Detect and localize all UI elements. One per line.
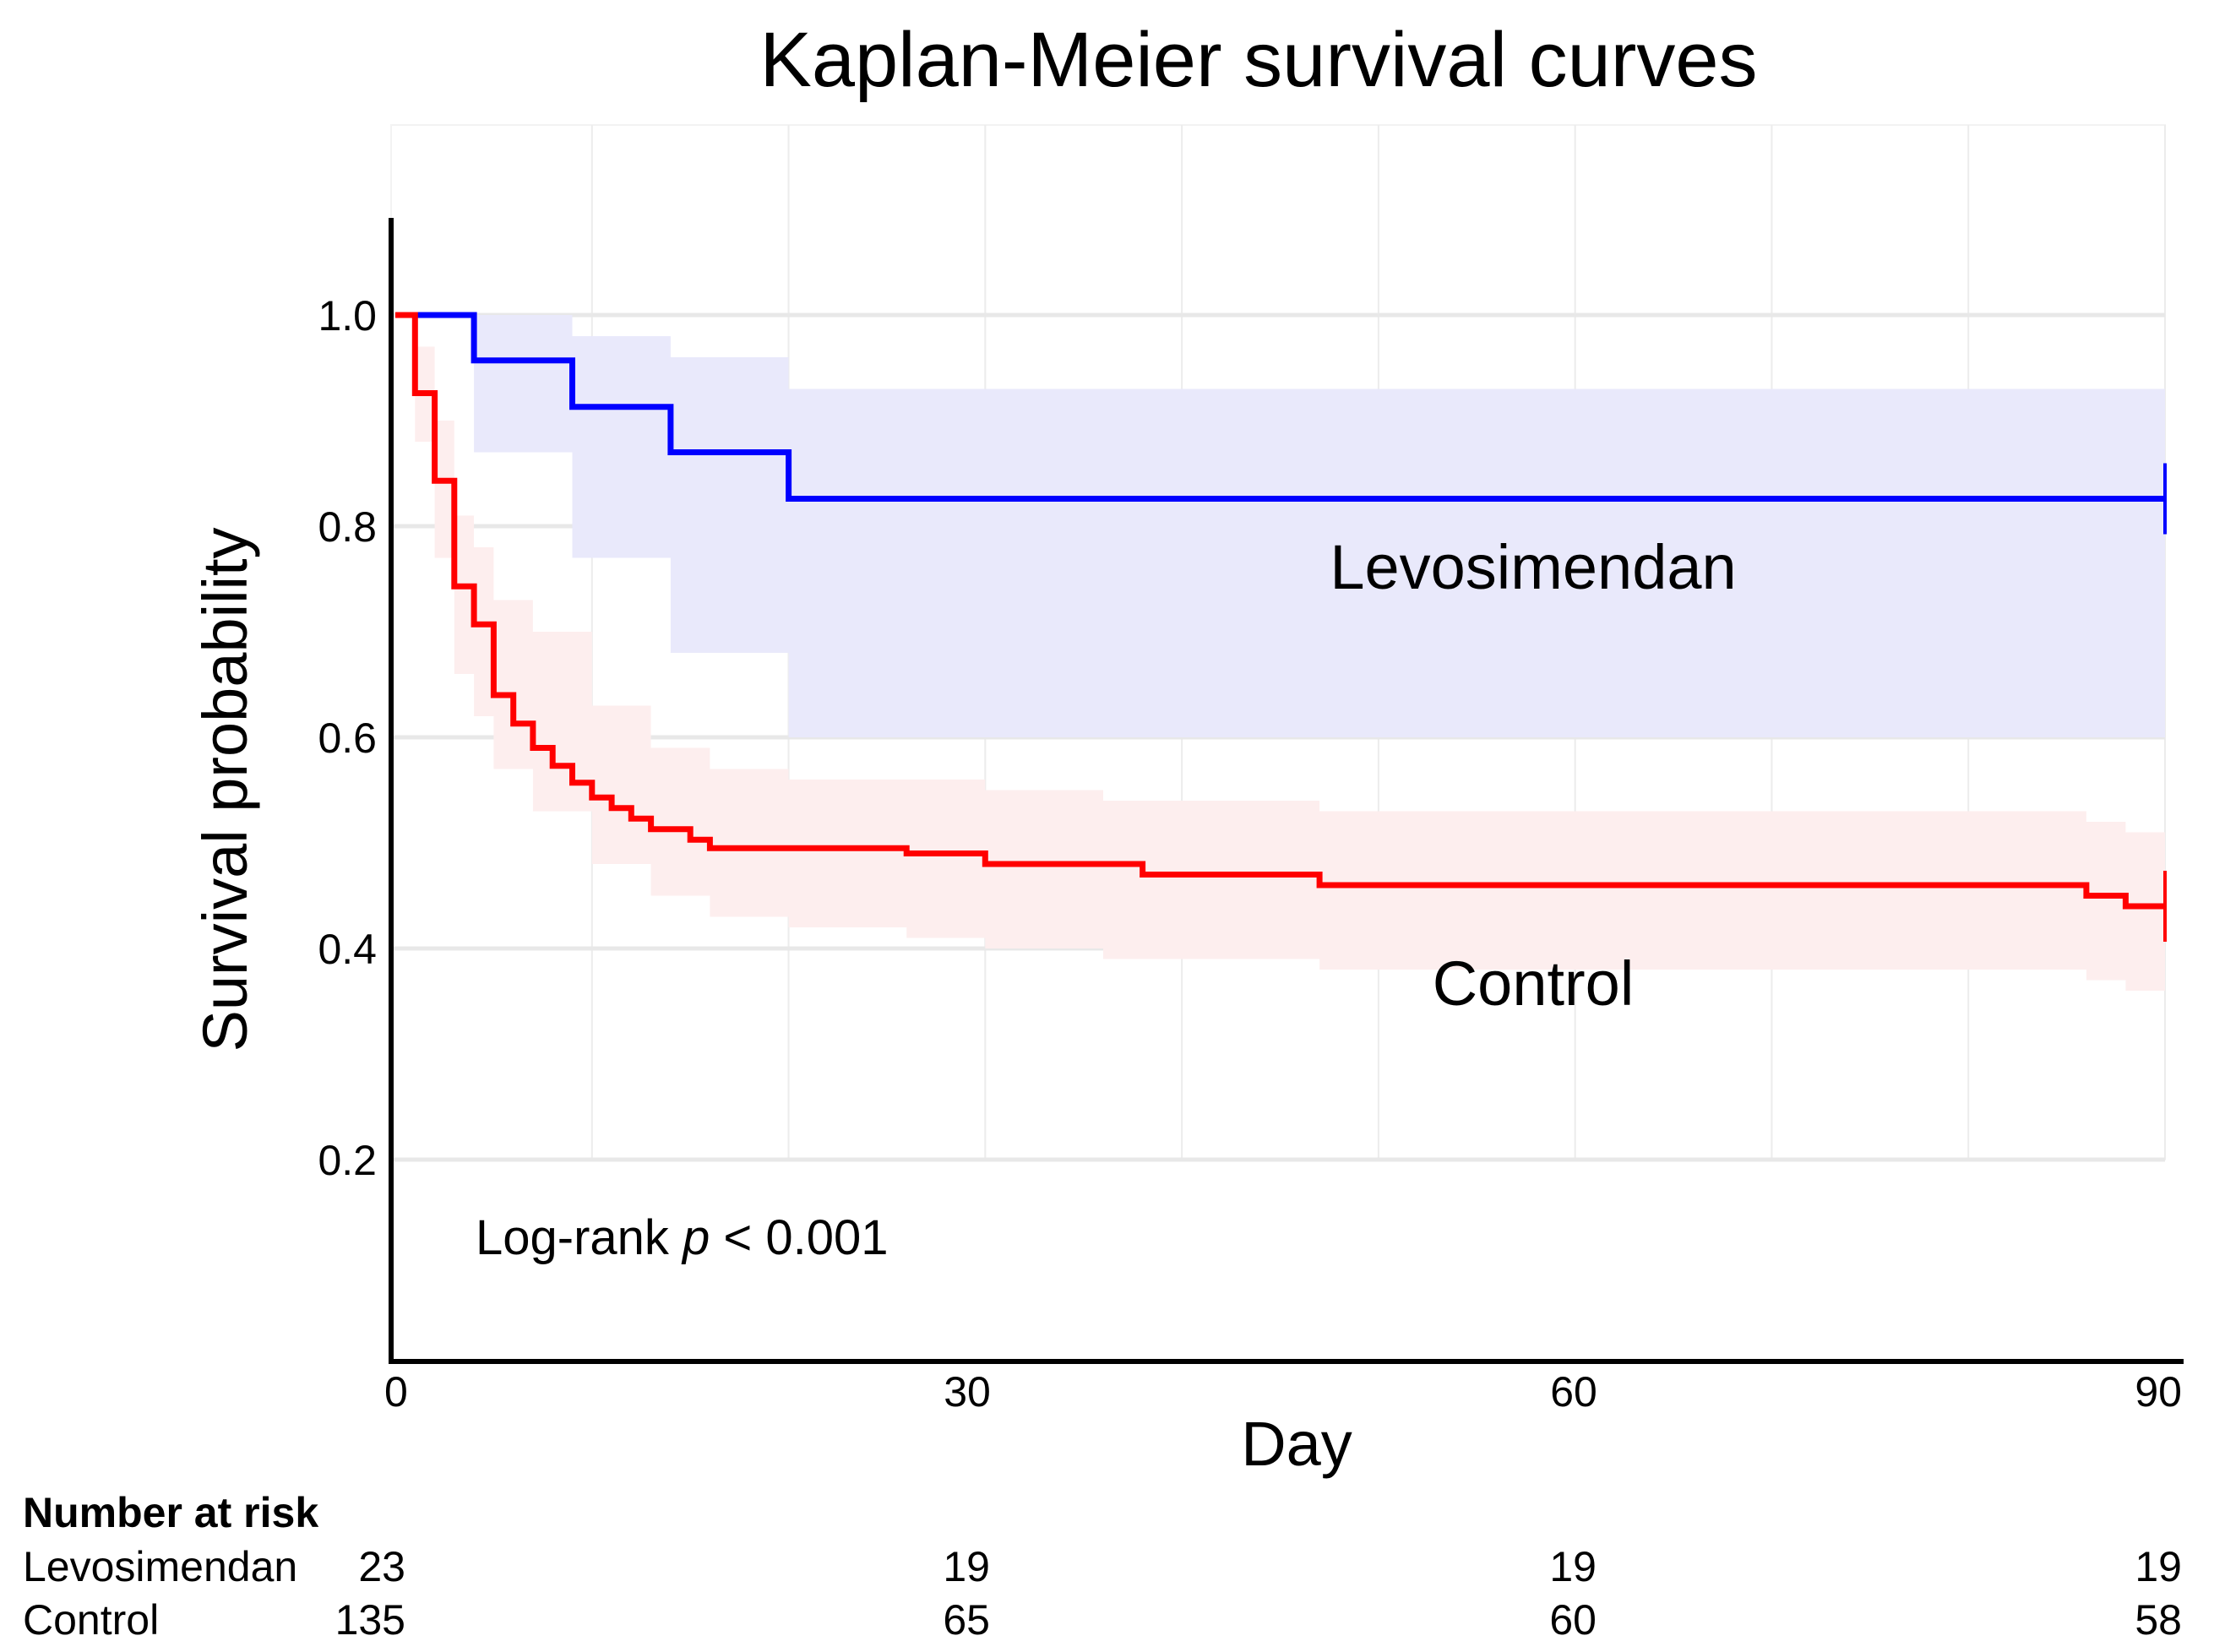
risk-row-label-levosimendan: Levosimendan xyxy=(23,1543,297,1590)
annotation-suffix: < 0.001 xyxy=(710,1210,888,1265)
risk-value: 60 xyxy=(1549,1596,1597,1644)
annotation-prefix: Log-rank xyxy=(476,1210,683,1265)
y-tick-label: 0.2 xyxy=(318,1137,377,1184)
x-tick-label: 90 xyxy=(2135,1368,2182,1416)
x-tick-label: 0 xyxy=(384,1368,408,1416)
x-axis-label: Day xyxy=(1241,1409,1352,1479)
risk-table: Number at risk Levosimendan Control 23 19… xyxy=(23,1489,2182,1644)
y-tick-label: 0.8 xyxy=(318,503,377,551)
risk-value: 58 xyxy=(2135,1596,2182,1644)
log-rank-annotation: Log-rank p < 0.001 xyxy=(476,1210,889,1265)
chart-title: Kaplan-Meier survival curves xyxy=(759,17,1757,103)
curve-control xyxy=(395,312,2165,910)
risk-value: 65 xyxy=(943,1596,990,1644)
risk-value: 135 xyxy=(335,1596,405,1644)
risk-row-label-control: Control xyxy=(23,1596,159,1644)
y-tick-label: 1.0 xyxy=(318,292,377,340)
survival-curves xyxy=(395,312,2167,942)
y-tick-label: 0.4 xyxy=(318,926,377,973)
x-tick-label: 30 xyxy=(944,1368,991,1416)
x-tick-label: 60 xyxy=(1550,1368,1597,1416)
y-tick-label: 0.6 xyxy=(318,715,377,762)
risk-values: 23 19 19 19 135 65 60 58 xyxy=(335,1543,2182,1644)
risk-value: 19 xyxy=(2135,1543,2182,1590)
risk-value: 23 xyxy=(358,1543,405,1590)
y-tick-labels: 0.2 0.4 0.6 0.8 1.0 xyxy=(318,292,377,1184)
y-axis-label: Survival probability xyxy=(190,527,260,1052)
confidence-bands xyxy=(395,315,2165,991)
series-label-control: Control xyxy=(1433,948,1635,1019)
ci-band-control xyxy=(395,315,2165,991)
risk-value: 19 xyxy=(943,1543,990,1590)
series-label-levosimendan: Levosimendan xyxy=(1330,532,1736,602)
risk-value: 19 xyxy=(1549,1543,1597,1590)
risk-table-title: Number at risk xyxy=(23,1489,318,1536)
annotation-p: p xyxy=(681,1210,710,1265)
x-tick-labels: 0 30 60 90 xyxy=(384,1368,2182,1416)
ci-band-levosimendan xyxy=(395,315,2165,737)
curve-levosimendan xyxy=(395,312,2165,502)
